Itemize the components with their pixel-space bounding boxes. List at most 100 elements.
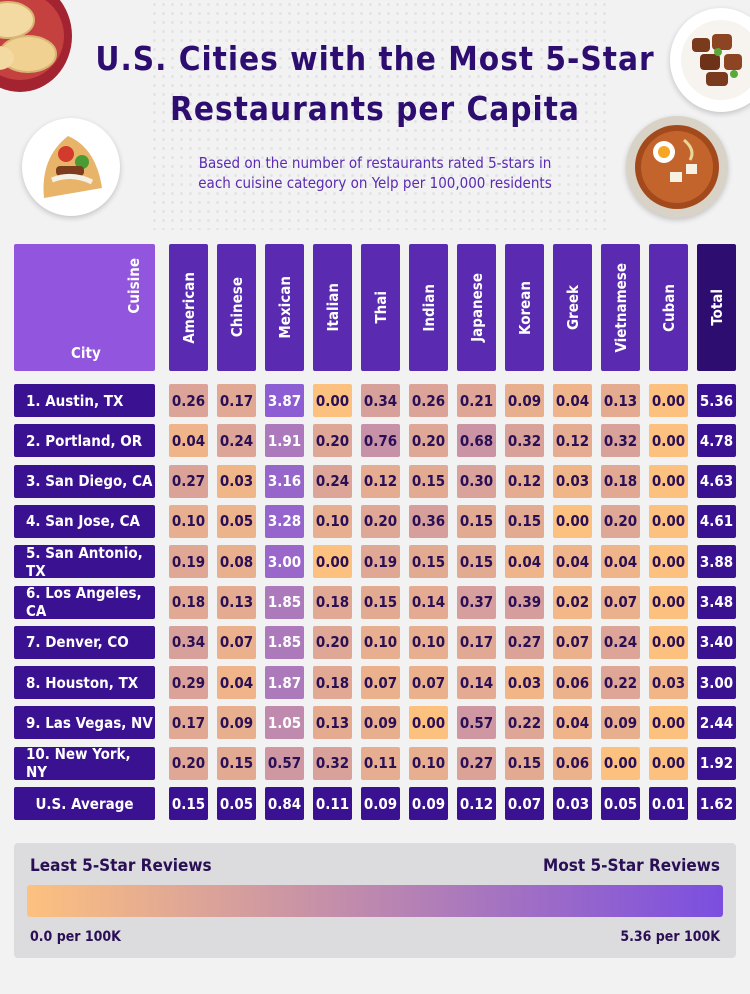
total-cell: 1.62 xyxy=(697,787,736,820)
value-cell: 0.07 xyxy=(601,585,640,619)
value-cell: 0.19 xyxy=(169,545,208,579)
value-cell: 0.00 xyxy=(649,625,688,659)
column-header-japanese: Japanese xyxy=(457,244,496,371)
total-cell: 5.36 xyxy=(697,384,736,417)
value-cell: 0.57 xyxy=(457,706,496,740)
value-cell: 1.87 xyxy=(265,666,304,700)
value-cell: 0.20 xyxy=(313,424,352,458)
row-label-city: 2. Portland, OR xyxy=(14,424,155,458)
value-cell: 0.24 xyxy=(217,424,256,458)
color-legend: Least 5-Star Reviews Most 5-Star Reviews… xyxy=(14,843,736,958)
value-cell: 0.10 xyxy=(361,625,400,659)
value-cell: 0.14 xyxy=(409,585,448,619)
value-cell: 0.10 xyxy=(409,625,448,659)
value-cell: 1.91 xyxy=(265,424,304,458)
value-cell: 0.04 xyxy=(553,545,592,579)
value-cell: 0.22 xyxy=(601,666,640,700)
value-cell: 0.09 xyxy=(601,706,640,740)
row-label-city: 4. San Jose, CA xyxy=(14,504,155,538)
value-cell: 0.15 xyxy=(217,746,256,780)
value-cell: 0.18 xyxy=(313,666,352,700)
total-cell: 1.92 xyxy=(697,746,736,780)
value-cell: 0.00 xyxy=(409,706,448,740)
value-cell: 0.27 xyxy=(169,464,208,498)
row-label-city: 6. Los Angeles, CA xyxy=(14,584,155,620)
column-header-label: Indian xyxy=(419,283,438,332)
value-cell: 0.15 xyxy=(409,545,448,579)
total-cell: 3.88 xyxy=(697,545,736,579)
value-cell: 0.14 xyxy=(457,666,496,700)
value-cell: 0.10 xyxy=(409,746,448,780)
value-cell: 0.36 xyxy=(409,504,448,538)
value-cell: 0.20 xyxy=(361,504,400,538)
value-cell: 0.00 xyxy=(649,746,688,780)
value-cell: 0.04 xyxy=(553,384,592,417)
value-cell: 0.21 xyxy=(457,384,496,417)
average-cell: 0.05 xyxy=(217,787,256,820)
value-cell: 0.26 xyxy=(169,384,208,417)
average-cell: 0.01 xyxy=(649,787,688,820)
value-cell: 0.24 xyxy=(601,625,640,659)
value-cell: 0.04 xyxy=(169,424,208,458)
value-cell: 0.18 xyxy=(313,585,352,619)
value-cell: 0.15 xyxy=(457,545,496,579)
column-header-label: American xyxy=(179,271,198,344)
corner-cuisine-label: Cuisine xyxy=(125,258,143,314)
average-cell: 0.11 xyxy=(313,787,352,820)
value-cell: 0.00 xyxy=(313,384,352,417)
value-cell: 0.12 xyxy=(553,424,592,458)
value-cell: 0.00 xyxy=(553,504,592,538)
value-cell: 0.00 xyxy=(313,545,352,579)
value-cell: 0.68 xyxy=(457,424,496,458)
gyro-wrap-icon xyxy=(22,118,120,216)
value-cell: 0.29 xyxy=(169,666,208,700)
value-cell: 0.22 xyxy=(505,706,544,740)
value-cell: 1.85 xyxy=(265,625,304,659)
value-cell: 0.17 xyxy=(217,384,256,417)
value-cell: 0.27 xyxy=(505,625,544,659)
value-cell: 0.32 xyxy=(313,746,352,780)
value-cell: 0.17 xyxy=(457,625,496,659)
value-cell: 0.15 xyxy=(457,504,496,538)
column-header-indian: Indian xyxy=(409,244,448,371)
column-header-label: Italian xyxy=(323,283,342,332)
average-cell: 0.84 xyxy=(265,787,304,820)
value-cell: 0.15 xyxy=(361,585,400,619)
column-header-greek: Greek xyxy=(553,244,592,371)
value-cell: 0.08 xyxy=(217,545,256,579)
value-cell: 0.26 xyxy=(409,384,448,417)
value-cell: 0.03 xyxy=(553,464,592,498)
row-label-city: 5. San Antonio, TX xyxy=(14,544,155,580)
value-cell: 0.03 xyxy=(217,464,256,498)
value-cell: 0.30 xyxy=(457,464,496,498)
value-cell: 0.04 xyxy=(505,545,544,579)
legend-min-value: 0.0 per 100K xyxy=(30,929,121,945)
value-cell: 0.06 xyxy=(553,666,592,700)
corner-header: Cuisine City xyxy=(14,244,155,371)
value-cell: 3.28 xyxy=(265,504,304,538)
value-cell: 0.03 xyxy=(505,666,544,700)
row-label-city: 8. Houston, TX xyxy=(14,666,155,700)
value-cell: 0.09 xyxy=(505,384,544,417)
column-header-cuban: Cuban xyxy=(649,244,688,371)
average-cell: 0.07 xyxy=(505,787,544,820)
value-cell: 0.06 xyxy=(553,746,592,780)
value-cell: 0.76 xyxy=(361,424,400,458)
total-cell: 4.61 xyxy=(697,504,736,538)
value-cell: 0.03 xyxy=(649,666,688,700)
value-cell: 0.39 xyxy=(505,585,544,619)
value-cell: 0.07 xyxy=(409,666,448,700)
value-cell: 0.00 xyxy=(649,504,688,538)
value-cell: 0.04 xyxy=(217,666,256,700)
column-header-label: Japanese xyxy=(467,273,486,342)
value-cell: 0.00 xyxy=(649,384,688,417)
value-cell: 0.11 xyxy=(361,746,400,780)
total-cell: 4.63 xyxy=(697,464,736,498)
value-cell: 0.00 xyxy=(649,545,688,579)
value-cell: 0.19 xyxy=(361,545,400,579)
value-cell: 1.85 xyxy=(265,585,304,619)
legend-least-label: Least 5-Star Reviews xyxy=(30,856,212,876)
value-cell: 0.00 xyxy=(649,464,688,498)
column-header-label: Vietnamese xyxy=(611,262,630,353)
value-cell: 0.12 xyxy=(505,464,544,498)
